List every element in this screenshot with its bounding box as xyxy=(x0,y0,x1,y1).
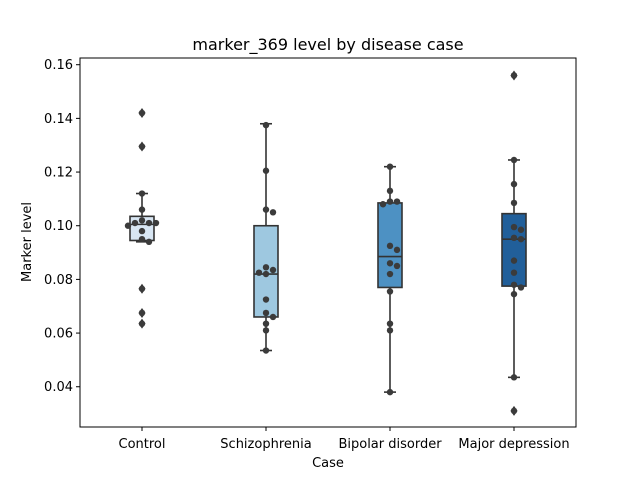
point-group xyxy=(379,163,401,396)
data-point xyxy=(510,281,518,288)
data-point xyxy=(138,309,146,317)
y-tick-label: 0.14 xyxy=(44,112,73,127)
data-point xyxy=(386,198,394,205)
data-point xyxy=(138,320,146,327)
data-point xyxy=(510,156,518,164)
data-point xyxy=(262,327,270,334)
data-point xyxy=(510,223,518,231)
plot-area xyxy=(124,70,527,416)
data-point xyxy=(145,238,153,246)
point-group xyxy=(510,72,525,415)
data-point xyxy=(262,320,270,327)
data-point xyxy=(138,235,146,243)
x-tick-label: Control xyxy=(119,437,166,452)
data-point xyxy=(262,264,270,271)
data-point xyxy=(262,347,270,354)
point-group xyxy=(255,121,277,354)
data-point xyxy=(262,121,270,129)
data-point xyxy=(262,296,270,303)
data-point xyxy=(386,260,394,267)
data-point xyxy=(262,206,270,213)
data-point xyxy=(131,219,139,227)
data-point xyxy=(386,388,394,396)
data-point xyxy=(510,269,518,276)
data-point xyxy=(386,327,394,334)
x-tick-label: Major depression xyxy=(458,437,569,452)
y-tick-label: 0.10 xyxy=(44,219,73,234)
data-point xyxy=(393,246,401,254)
y-tick-label: 0.12 xyxy=(44,166,73,181)
data-point xyxy=(138,206,146,213)
data-point xyxy=(510,234,518,242)
y-tick-label: 0.06 xyxy=(44,327,73,342)
data-point xyxy=(269,266,277,274)
data-point xyxy=(152,219,160,227)
data-point xyxy=(269,209,277,216)
data-point xyxy=(386,242,394,250)
data-point xyxy=(386,270,394,278)
data-point xyxy=(269,313,277,321)
data-point xyxy=(138,217,146,224)
data-point xyxy=(386,320,394,327)
data-point xyxy=(386,163,394,170)
x-axis: Control Schizophrenia Bipolar disorder Majo… xyxy=(119,427,570,452)
data-point xyxy=(517,235,525,243)
y-axis: 0.04 0.06 0.08 0.10 0.12 0.14 0.16 xyxy=(44,58,80,395)
data-point xyxy=(393,198,401,205)
y-tick-label: 0.16 xyxy=(44,58,73,73)
data-point xyxy=(393,262,401,270)
data-point xyxy=(138,109,146,117)
data-point xyxy=(510,374,518,381)
data-point xyxy=(510,199,518,207)
x-axis-label: Case xyxy=(312,456,344,471)
point-group xyxy=(124,109,160,327)
y-tick-label: 0.08 xyxy=(44,273,73,288)
data-point xyxy=(145,219,153,227)
data-point xyxy=(138,285,146,292)
x-tick-label: Bipolar disorder xyxy=(338,437,442,452)
x-tick-label: Schizophrenia xyxy=(220,437,311,452)
data-point xyxy=(138,190,146,197)
data-point xyxy=(138,227,146,235)
data-point xyxy=(262,167,270,174)
y-tick-label: 0.04 xyxy=(44,380,73,395)
data-point xyxy=(510,257,518,264)
data-point xyxy=(517,284,525,291)
chart-title: marker_369 level by disease case xyxy=(192,35,463,55)
data-point xyxy=(510,407,518,415)
data-point xyxy=(138,143,146,150)
data-point xyxy=(386,288,394,295)
data-point xyxy=(262,270,270,278)
data-point xyxy=(124,222,132,229)
data-point xyxy=(262,309,270,317)
data-point xyxy=(510,180,518,188)
data-point xyxy=(255,269,263,276)
data-point xyxy=(379,201,387,208)
data-point xyxy=(510,72,518,79)
data-point xyxy=(510,290,518,298)
data-point xyxy=(517,226,525,233)
data-point xyxy=(386,187,394,195)
axes-frame xyxy=(79,57,577,428)
y-axis-label: Marker level xyxy=(20,202,35,282)
